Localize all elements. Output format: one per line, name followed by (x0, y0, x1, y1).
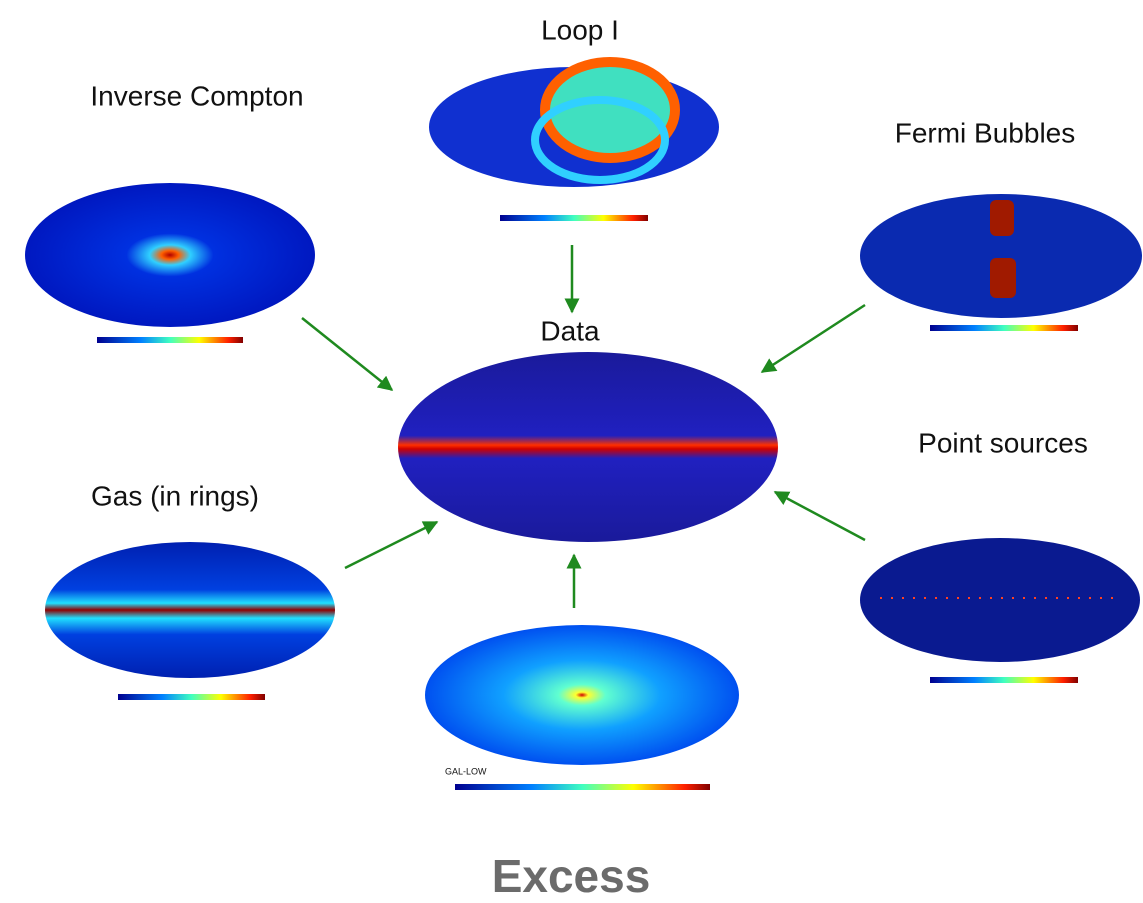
label: Loop I (541, 14, 619, 45)
bubble (990, 258, 1016, 298)
sky-map (398, 352, 778, 542)
sky-map (25, 183, 315, 327)
arrow (762, 305, 865, 372)
sky-map (45, 542, 335, 678)
label: Point sources (918, 427, 1088, 458)
label: Inverse Compton (90, 80, 303, 111)
label: Fermi Bubbles (895, 117, 1076, 148)
arrow (302, 318, 392, 390)
arrow (775, 492, 865, 540)
arrow (345, 522, 437, 568)
colorbar (500, 215, 648, 221)
label: Gas (in rings) (91, 480, 259, 511)
label: Data (540, 315, 600, 346)
colorbar (455, 784, 710, 790)
caption: Excess (492, 850, 651, 902)
colorbar (118, 694, 265, 700)
colorbar (97, 337, 243, 343)
sky-map (425, 625, 739, 765)
colorbar (930, 325, 1078, 331)
diagram: Loop I Inverse Compton Fermi Bubbles Dat… (0, 0, 1143, 903)
bubble (990, 200, 1014, 236)
map-tag: GAL-LOW (445, 766, 487, 776)
colorbar (930, 677, 1078, 683)
sky-map (860, 538, 1140, 662)
